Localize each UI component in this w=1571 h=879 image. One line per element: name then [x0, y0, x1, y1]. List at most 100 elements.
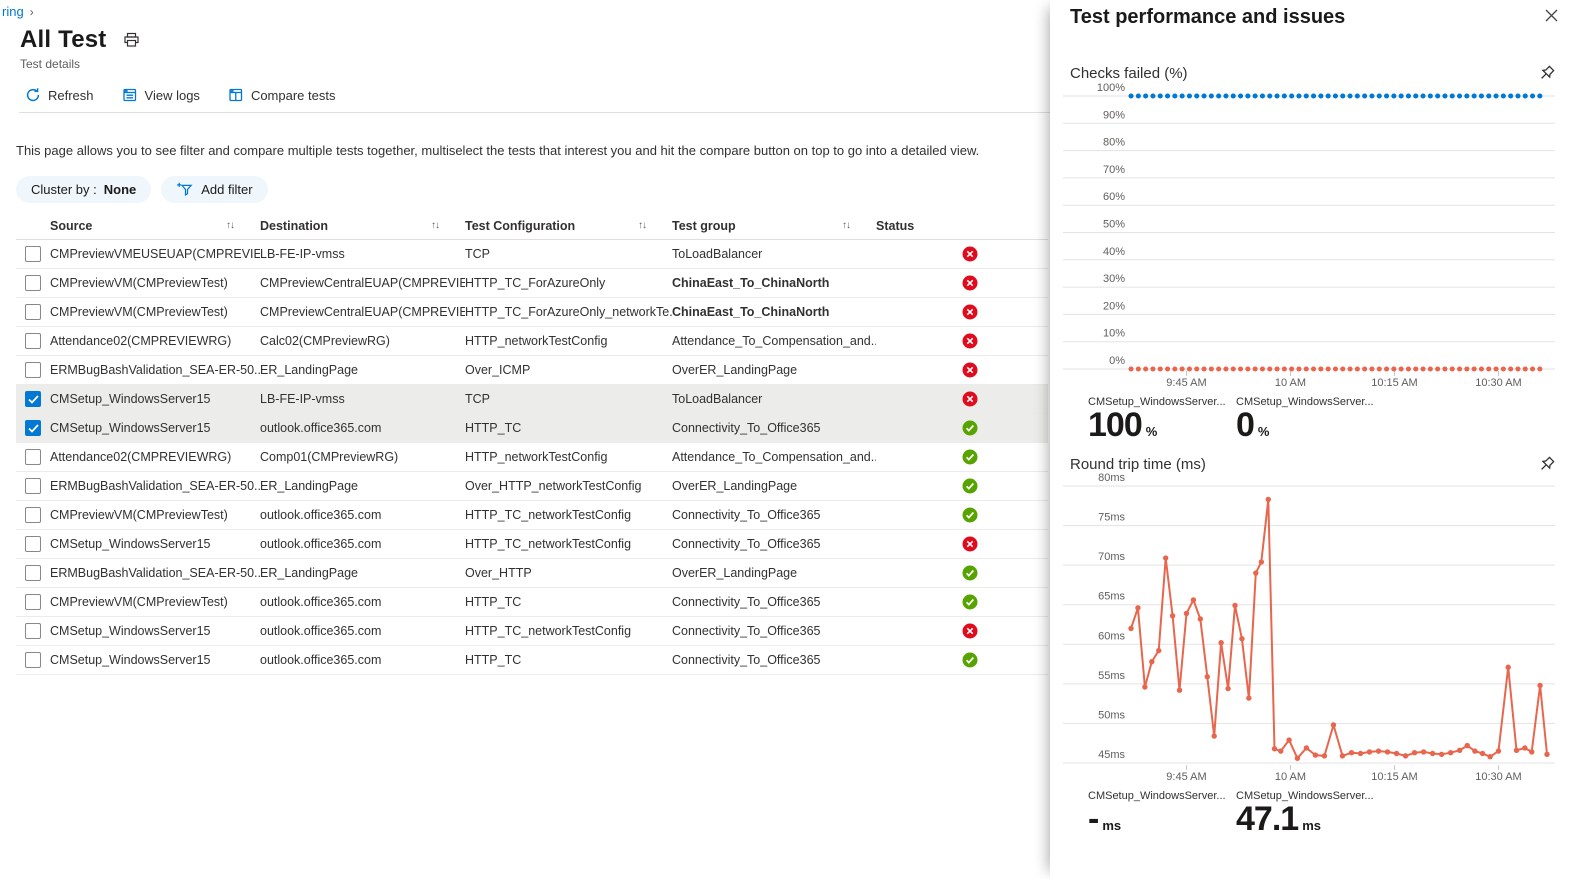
- cell-test-configuration: HTTP_TC: [465, 421, 522, 435]
- cell-source: ERMBugBashValidation_SEA-ER-50...: [50, 566, 260, 580]
- cluster-by-label: Cluster by :: [31, 182, 97, 197]
- metric-card: CMSetup_WindowsServer... 100%: [1080, 396, 1226, 444]
- compare-tests-button[interactable]: Compare tests: [228, 87, 335, 103]
- pin-icon[interactable]: [1538, 456, 1555, 473]
- cell-destination: Calc02(CMPreviewRG): [260, 334, 390, 348]
- row-checkbox[interactable]: [25, 333, 41, 349]
- command-bar: Refresh View logs Compare tests: [19, 87, 1050, 113]
- row-checkbox[interactable]: [25, 536, 41, 552]
- row-checkbox[interactable]: [25, 449, 41, 465]
- cell-destination: LB-FE-IP-vmss: [260, 392, 345, 406]
- status-fail-icon: [962, 246, 978, 262]
- row-checkbox[interactable]: [25, 362, 41, 378]
- chevron-right-icon: ›: [29, 4, 34, 19]
- metric-series-label: CMSetup_WindowsServer...: [1088, 790, 1226, 802]
- pin-icon[interactable]: [1538, 65, 1555, 82]
- add-filter-icon: [176, 182, 194, 198]
- sort-icon[interactable]: ↑↓: [431, 220, 440, 231]
- table-body: CMPreviewVMEUSEUAP(CMPREVIE... LB-FE-IP-v…: [16, 240, 1048, 675]
- table-row[interactable]: CMSetup_WindowsServer15 outlook.office365…: [16, 414, 1048, 443]
- row-checkbox[interactable]: [25, 478, 41, 494]
- table-row[interactable]: CMSetup_WindowsServer15 outlook.office365…: [16, 646, 1048, 675]
- cell-source: Attendance02(CMPREVIEWRG): [50, 334, 232, 348]
- table-row[interactable]: ERMBugBashValidation_SEA-ER-50... ER_Land…: [16, 472, 1048, 501]
- cluster-by-value: None: [103, 182, 137, 197]
- cell-test-configuration: HTTP_TC_networkTestConfig: [465, 508, 632, 522]
- status-pass-icon: [962, 420, 978, 436]
- table-row[interactable]: CMSetup_WindowsServer15 LB-FE-IP-vmss TCP T…: [16, 385, 1048, 414]
- row-checkbox[interactable]: [25, 275, 41, 291]
- row-checkbox[interactable]: [25, 652, 41, 668]
- row-checkbox[interactable]: [25, 594, 41, 610]
- cell-destination: CMPreviewCentralEUAP(CMPREVIE...: [260, 276, 465, 290]
- close-icon[interactable]: [1544, 8, 1559, 23]
- svg-text:10 AM: 10 AM: [1275, 377, 1306, 389]
- cell-source: CMSetup_WindowsServer15: [50, 653, 211, 667]
- checks-failed-chart[interactable]: 100% 90% 80% 70% 60% 50% 40% 30% 20% 10% 0% 9:45 AM…: [1063, 82, 1568, 394]
- metric-card: CMSetup_WindowsServer... - ms: [1080, 790, 1226, 838]
- breadcrumb: ring ›: [0, 0, 1050, 19]
- cell-test-configuration: HTTP_TC: [465, 653, 522, 667]
- cell-source: CMPreviewVM(CMPreviewTest): [50, 276, 228, 290]
- status-pass-icon: [962, 594, 978, 610]
- column-header-source[interactable]: Source: [50, 218, 93, 233]
- cell-test-configuration: TCP: [465, 392, 490, 406]
- column-header-status[interactable]: Status: [876, 218, 915, 233]
- table-row[interactable]: CMPreviewVM(CMPreviewTest) CMPreviewCentr…: [16, 298, 1048, 327]
- status-fail-icon: [962, 275, 978, 291]
- round-trip-time-chart[interactable]: 80ms 75ms 70ms 65ms 60ms 55ms 50ms 45ms 9:45 AM 1…: [1063, 473, 1568, 788]
- cell-source: ERMBugBashValidation_SEA-ER-50...: [50, 479, 260, 493]
- metric-card: CMSetup_WindowsServer... 47.1 ms: [1228, 790, 1374, 838]
- cluster-by-pill[interactable]: Cluster by : None: [16, 176, 152, 203]
- row-checkbox[interactable]: [25, 565, 41, 581]
- sort-icon[interactable]: ↑↓: [638, 220, 647, 231]
- cell-test-configuration: HTTP_TC: [465, 595, 522, 609]
- column-header-destination[interactable]: Destination: [260, 218, 329, 233]
- cell-destination: LB-FE-IP-vmss: [260, 247, 345, 261]
- metric-series-label: CMSetup_WindowsServer...: [1236, 396, 1374, 408]
- svg-text:30%: 30%: [1103, 273, 1125, 285]
- row-checkbox[interactable]: [25, 623, 41, 639]
- view-logs-button[interactable]: View logs: [122, 87, 200, 103]
- table-row[interactable]: Attendance02(CMPREVIEWRG) Calc02(CMPrevie…: [16, 327, 1048, 356]
- row-checkbox[interactable]: [25, 420, 41, 436]
- row-checkbox[interactable]: [25, 391, 41, 407]
- table-row[interactable]: ERMBugBashValidation_SEA-ER-50... ER_Land…: [16, 559, 1048, 588]
- page-description: This page allows you to see filter and c…: [16, 143, 980, 158]
- add-filter-pill[interactable]: Add filter: [161, 176, 268, 203]
- table-row[interactable]: CMSetup_WindowsServer15 outlook.office365…: [16, 617, 1048, 646]
- table-row[interactable]: CMPreviewVM(CMPreviewTest) CMPreviewCentr…: [16, 269, 1048, 298]
- row-checkbox[interactable]: [25, 304, 41, 320]
- svg-text:10%: 10%: [1103, 328, 1125, 340]
- compare-icon: [228, 87, 244, 103]
- svg-text:20%: 20%: [1103, 300, 1125, 312]
- sort-icon[interactable]: ↑↓: [842, 220, 851, 231]
- breadcrumb-link[interactable]: ring: [2, 4, 24, 19]
- view-logs-label: View logs: [144, 87, 200, 103]
- column-header-test-configuration[interactable]: Test Configuration: [465, 218, 576, 233]
- table-row[interactable]: ERMBugBashValidation_SEA-ER-50... ER_Land…: [16, 356, 1048, 385]
- cell-destination: ER_LandingPage: [260, 566, 358, 580]
- row-checkbox[interactable]: [25, 507, 41, 523]
- row-checkbox[interactable]: [25, 246, 41, 262]
- table-row[interactable]: CMPreviewVMEUSEUAP(CMPREVIE... LB-FE-IP-v…: [16, 240, 1048, 269]
- cell-test-group: Attendance_To_Compensation_and...: [672, 450, 876, 464]
- cell-test-group: Connectivity_To_Office365: [672, 624, 821, 638]
- svg-text:60ms: 60ms: [1098, 630, 1125, 642]
- table-row[interactable]: Attendance02(CMPREVIEWRG) Comp01(CMPrevie…: [16, 443, 1048, 472]
- cell-test-group: OverER_LandingPage: [672, 566, 798, 580]
- column-header-test-group[interactable]: Test group: [672, 218, 736, 233]
- refresh-button[interactable]: Refresh: [25, 87, 94, 103]
- table-row[interactable]: CMPreviewVM(CMPreviewTest) outlook.office…: [16, 588, 1048, 617]
- print-icon[interactable]: [123, 32, 140, 48]
- table-row[interactable]: CMSetup_WindowsServer15 outlook.office365…: [16, 530, 1048, 559]
- svg-text:55ms: 55ms: [1098, 670, 1125, 682]
- metric-value: -: [1088, 800, 1099, 838]
- round-trip-time-legend: CMSetup_WindowsServer... - ms CMSetup_Windo…: [1050, 790, 1571, 838]
- sort-icon[interactable]: ↑↓: [226, 220, 235, 231]
- table-row[interactable]: CMPreviewVM(CMPreviewTest) outlook.office…: [16, 501, 1048, 530]
- svg-text:80ms: 80ms: [1098, 473, 1125, 484]
- cell-test-group: ChinaEast_To_ChinaNorth: [672, 305, 830, 319]
- cell-test-group: Connectivity_To_Office365: [672, 537, 821, 551]
- svg-text:50ms: 50ms: [1098, 709, 1125, 721]
